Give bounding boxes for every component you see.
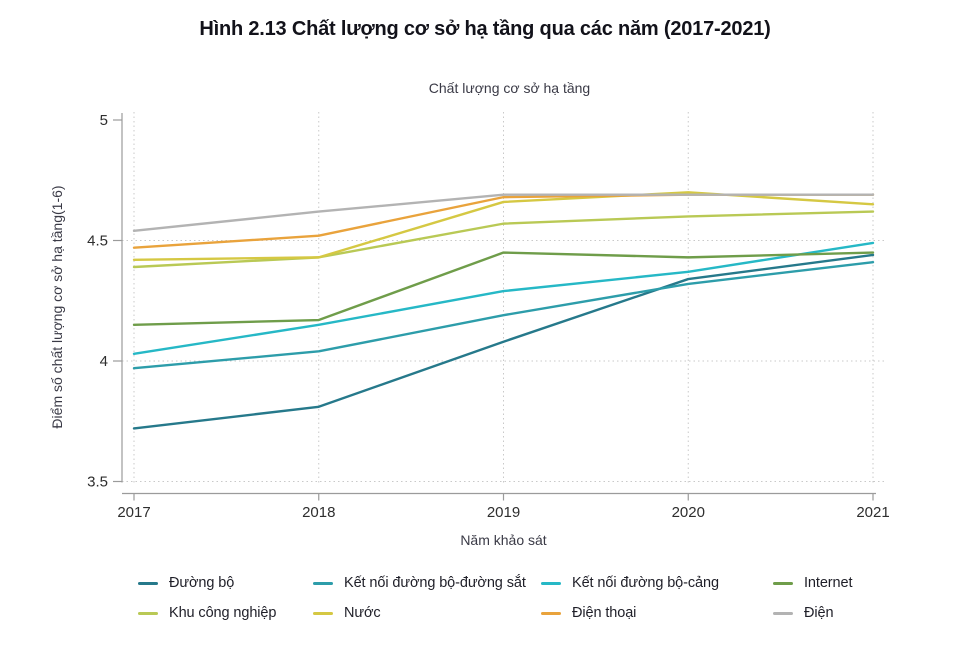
chart-title: Chất lượng cơ sở hạ tầng <box>428 80 591 96</box>
legend-label: Kết nối đường bộ-cảng <box>572 575 719 591</box>
series-line-0 <box>132 253 875 430</box>
legend-swatch-icon <box>313 611 333 615</box>
series-line-2 <box>132 241 875 355</box>
legend-swatch-icon <box>138 581 158 585</box>
legend-label: Đường bộ <box>169 575 235 591</box>
legend-swatch-icon <box>773 581 793 585</box>
legend-label: Kết nối đường bộ-đường sắt <box>344 575 526 591</box>
legend-item-2: Kết nối đường bộ-cảng <box>541 575 773 591</box>
legend-label: Điện <box>804 605 834 621</box>
series-line-5 <box>132 191 875 261</box>
x-tick-label: 2020 <box>672 504 705 521</box>
y-tick-label: 3.5 <box>87 474 108 491</box>
x-tick-label: 2021 <box>856 504 889 521</box>
legend-label: Nước <box>344 605 381 621</box>
series-line-4 <box>132 210 875 269</box>
x-tick-label: 2019 <box>487 504 520 521</box>
x-tick-label: 2017 <box>117 504 150 521</box>
y-tick-label: 4.5 <box>87 233 108 250</box>
x-axis-label: Năm khảo sát <box>460 532 547 548</box>
x-tick-label: 2018 <box>302 504 335 521</box>
legend-item-1: Kết nối đường bộ-đường sắt <box>313 575 541 591</box>
legend-item-0: Đường bộ <box>138 575 313 591</box>
legend-swatch-icon <box>313 581 333 585</box>
legend-item-5: Nước <box>313 605 541 621</box>
legend-swatch-icon <box>138 611 158 615</box>
y-tick-label: 4 <box>100 353 108 370</box>
chart-legend: Đường bộ Kết nối đường bộ-đường sắt Kết nố… <box>138 575 950 621</box>
legend-label: Khu công nghiệp <box>169 605 277 621</box>
legend-item-4: Khu công nghiệp <box>138 605 313 621</box>
legend-label: Internet <box>804 575 853 591</box>
series-line-1 <box>132 260 875 370</box>
legend-item-7: Điện <box>773 605 950 621</box>
legend-item-6: Điện thoại <box>541 605 773 621</box>
legend-swatch-icon <box>541 581 561 585</box>
series-line-3 <box>132 251 875 327</box>
series-line-7 <box>132 193 875 233</box>
legend-label: Điện thoại <box>572 605 637 621</box>
figure-title: Hình 2.13 Chất lượng cơ sở hạ tầng qua c… <box>199 18 771 40</box>
legend-item-3: Internet <box>773 575 950 591</box>
y-tick-label: 5 <box>100 112 108 129</box>
legend-swatch-icon <box>541 611 561 615</box>
legend-swatch-icon <box>773 611 793 615</box>
